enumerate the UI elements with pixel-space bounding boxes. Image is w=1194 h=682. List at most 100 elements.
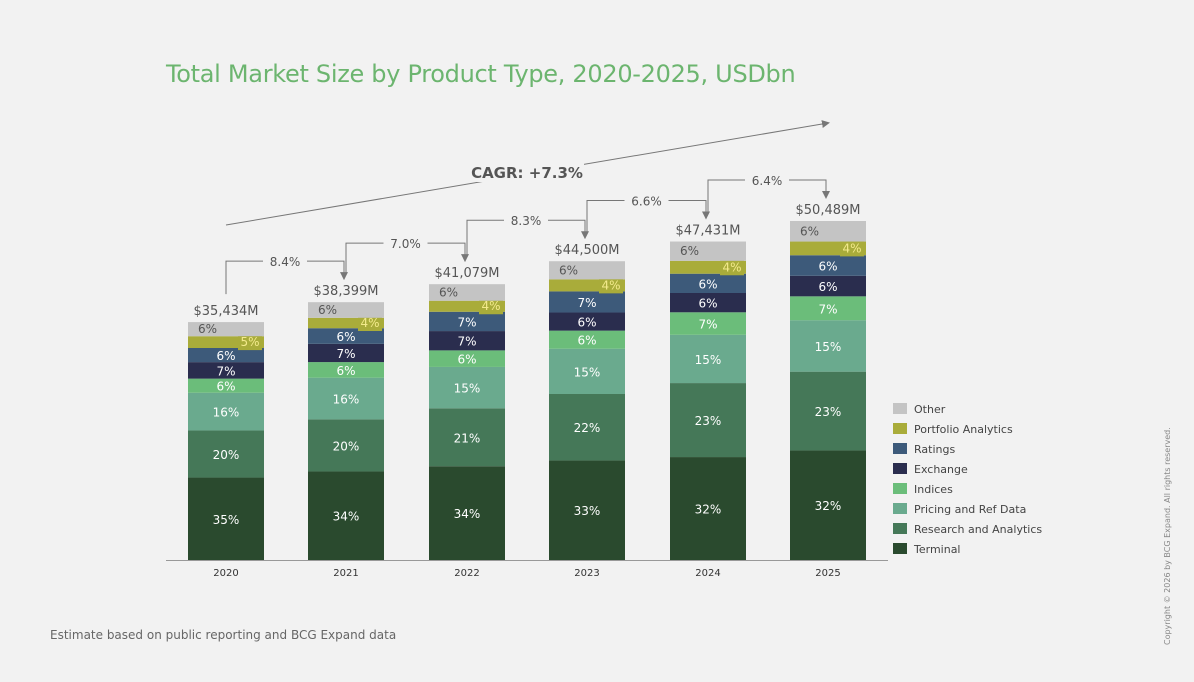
bar-segment-pricing-and-ref-data-2020 (188, 392, 264, 431)
bar-segment-terminal-2021 (308, 471, 384, 560)
legend-swatch (893, 423, 907, 434)
bar-segment-indices-2024 (670, 312, 746, 335)
legend-swatch (893, 523, 907, 534)
segment-label: 7% (818, 302, 837, 316)
bar-segment-exchange-2025 (790, 275, 866, 297)
legend-swatch (893, 503, 907, 514)
legend-label: Pricing and Ref Data (914, 503, 1026, 516)
total-label: $50,489M (796, 203, 861, 218)
bar-segment-research-and-analytics-2024 (670, 383, 746, 458)
segment-label: 20% (213, 448, 240, 462)
portfolio-label-box (358, 315, 382, 332)
segment-label: 21% (454, 431, 481, 445)
segment-label: 15% (454, 382, 481, 396)
copyright: Copyright © 2026 by BCG Expand. All righ… (1163, 427, 1172, 645)
segment-label: 23% (815, 405, 842, 419)
bar-segment-exchange-2022 (429, 331, 505, 351)
segment-label: 6% (336, 330, 355, 344)
bar-segment-pricing-and-ref-data-2023 (549, 348, 625, 395)
bar-segment-pricing-and-ref-data-2025 (790, 320, 866, 372)
bar-segment-portfolio-analytics-2021 (308, 317, 384, 329)
segment-label: 4% (601, 278, 620, 292)
segment-label: 6% (336, 364, 355, 378)
segment-label: 4% (722, 260, 741, 274)
portfolio-label-box (479, 298, 503, 315)
segment-label: 34% (333, 510, 360, 524)
x-tick-label: 2020 (213, 568, 238, 579)
x-tick-label: 2024 (695, 568, 720, 579)
bar-segment-other-2025 (790, 221, 866, 242)
bar-segment-other-2024 (670, 241, 746, 261)
segment-label: 4% (360, 316, 379, 330)
bar-segment-ratings-2023 (549, 291, 625, 313)
bar-segment-terminal-2023 (549, 460, 625, 560)
bar-segment-terminal-2024 (670, 457, 746, 560)
bar-segment-research-and-analytics-2020 (188, 430, 264, 478)
segment-label: 7% (336, 347, 355, 361)
bar-segment-indices-2022 (429, 350, 505, 367)
bar-segment-ratings-2024 (670, 273, 746, 294)
portfolio-label-box (238, 334, 262, 351)
segment-label: 6% (216, 349, 235, 363)
segment-label: 6% (680, 244, 699, 258)
bar-segment-other-2021 (308, 302, 384, 318)
growth-label: 8.3% (511, 214, 542, 228)
legend-swatch (893, 463, 907, 474)
bar-segment-exchange-2023 (549, 312, 625, 331)
segment-label: 6% (457, 353, 476, 367)
growth-label-bg (745, 172, 789, 188)
portfolio-label-box (840, 240, 864, 257)
segment-label: 6% (577, 334, 596, 348)
segment-label: 23% (695, 414, 722, 428)
segment-label: 6% (439, 285, 458, 299)
x-tick-label: 2025 (815, 568, 840, 579)
cagr-label-bg (470, 160, 584, 182)
segment-label: 16% (333, 393, 360, 407)
segment-label: 15% (695, 353, 722, 367)
bar-segment-indices-2023 (549, 330, 625, 349)
bar-segment-pricing-and-ref-data-2022 (429, 366, 505, 409)
legend-swatch (893, 403, 907, 414)
bar-segment-exchange-2020 (188, 362, 264, 379)
legend-swatch (893, 483, 907, 494)
bar-segment-ratings-2022 (429, 311, 505, 332)
segment-label: 7% (216, 364, 235, 378)
legend-label: Indices (914, 483, 953, 496)
segment-label: 6% (818, 260, 837, 274)
bar-segment-ratings-2025 (790, 255, 866, 276)
segment-label: 35% (213, 513, 240, 527)
segment-label: 34% (454, 507, 481, 521)
bar-segment-portfolio-analytics-2022 (429, 300, 505, 312)
growth-label-bg (383, 235, 428, 252)
segment-label: 22% (574, 421, 601, 435)
segment-label: 7% (698, 318, 717, 332)
total-label: $47,431M (676, 224, 741, 239)
segment-label: 5% (240, 335, 259, 349)
growth-label: 6.6% (631, 195, 662, 209)
segment-label: 6% (577, 316, 596, 330)
bar-segment-pricing-and-ref-data-2024 (670, 334, 746, 384)
bar-segment-research-and-analytics-2022 (429, 408, 505, 467)
segment-label: 15% (574, 365, 601, 379)
segment-label: 6% (216, 380, 235, 394)
bar-segment-research-and-analytics-2025 (790, 371, 866, 451)
segment-label: 6% (698, 277, 717, 291)
legend-label: Other (914, 403, 946, 416)
legend-label: Ratings (914, 443, 955, 456)
segment-label: 6% (318, 303, 337, 317)
segment-label: 32% (695, 503, 722, 517)
bar-segment-exchange-2024 (670, 293, 746, 313)
chart-title: Total Market Size by Product Type, 2020-… (166, 60, 796, 88)
segment-label: 6% (818, 280, 837, 294)
segment-label: 4% (842, 241, 861, 255)
bar-segment-pricing-and-ref-data-2021 (308, 377, 384, 420)
legend-label: Research and Analytics (914, 523, 1042, 536)
segment-label: 7% (457, 335, 476, 349)
growth-label-bg (504, 212, 548, 229)
segment-label: 32% (815, 499, 842, 513)
legend-label: Exchange (914, 463, 968, 476)
bar-segment-other-2022 (429, 284, 505, 301)
legend-swatch (893, 443, 907, 454)
bar-segment-indices-2025 (790, 296, 866, 321)
